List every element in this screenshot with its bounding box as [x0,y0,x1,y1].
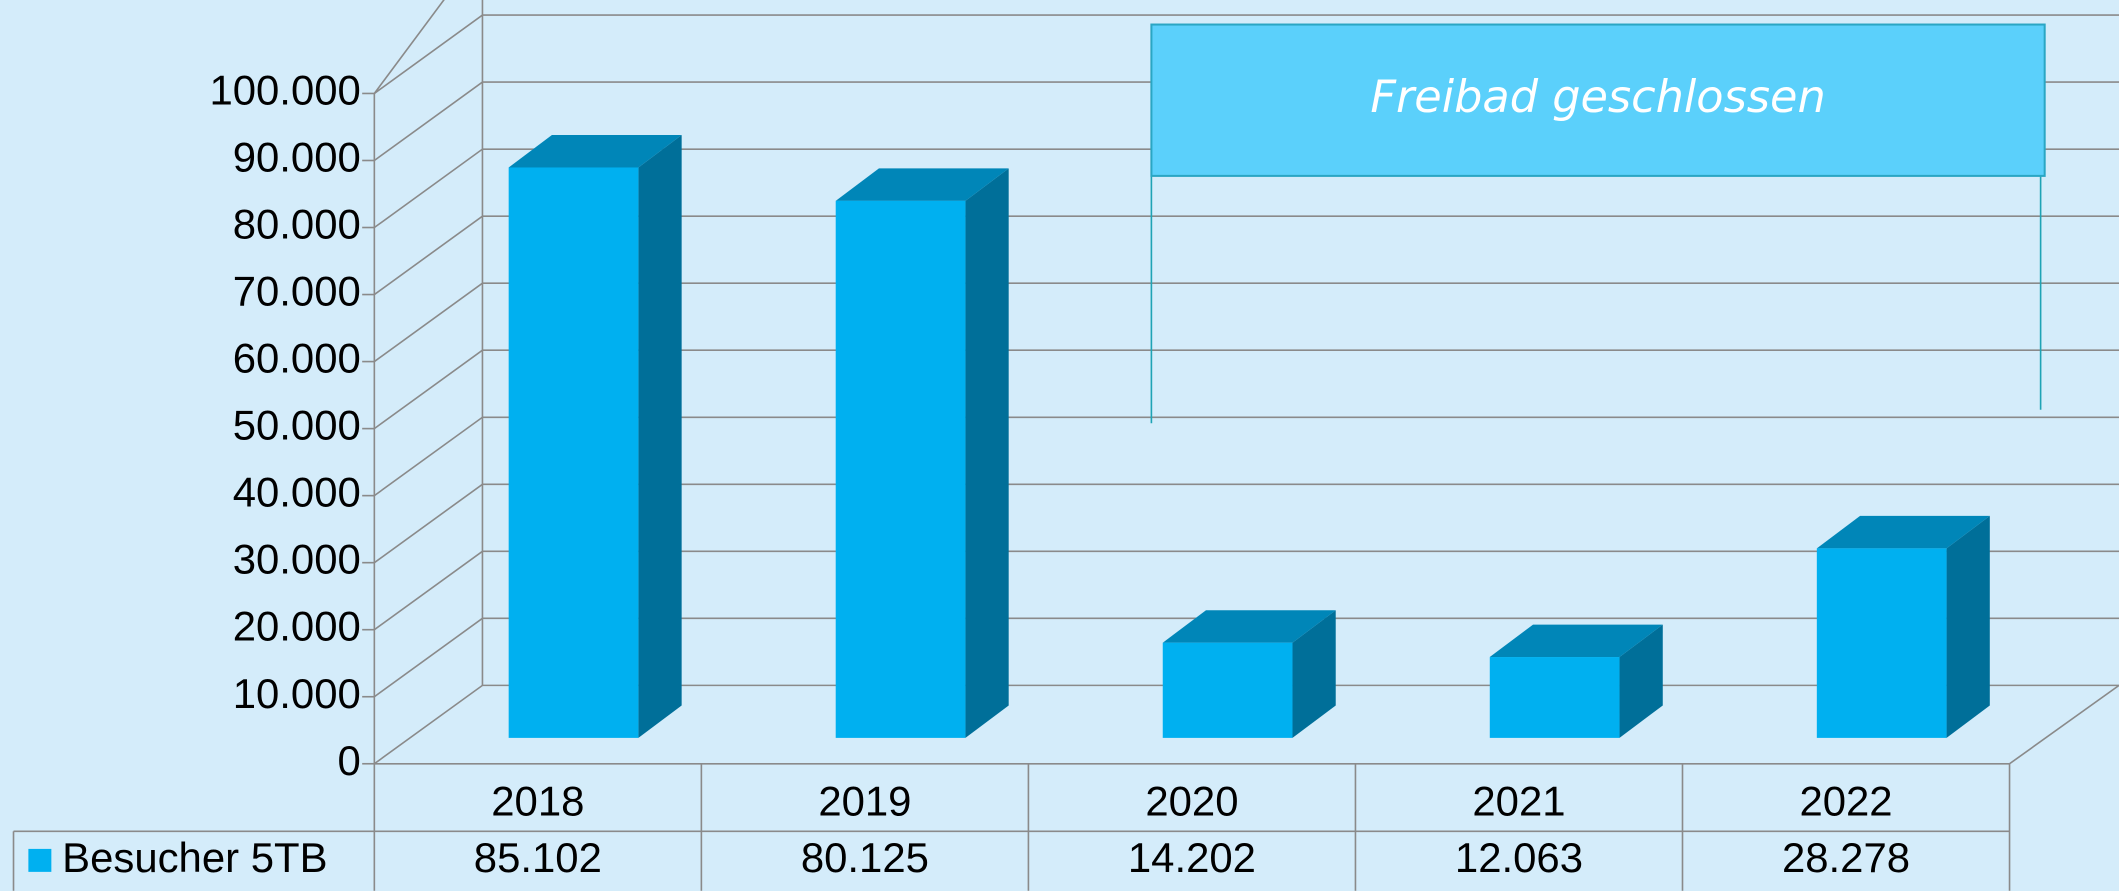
y-tick-label: 60.000 [233,335,361,382]
bar-side [638,135,682,738]
bar [1162,610,1336,738]
grid-line [373,349,2119,430]
y-tick-label: 10.000 [233,670,361,717]
bar [835,168,1009,738]
grid-line [373,483,2119,564]
y-tick-label: 40.000 [233,469,361,516]
wall-edge [373,0,445,94]
x-tick-label: 2021 [1472,777,1565,824]
bar-side [965,168,1009,738]
grid-line [373,617,2119,698]
bar-top [1162,610,1336,643]
value-label: 14.202 [1128,834,1256,881]
y-tick-label: 30.000 [233,536,361,583]
bar-front [508,167,639,738]
bar-front [1489,657,1620,738]
bar [1816,515,1990,738]
bar-front [1162,642,1293,738]
grid-line [373,550,2119,631]
bar-side [1292,610,1336,738]
value-label: 12.063 [1455,834,1583,881]
legend-swatch [28,848,52,872]
y-tick-label: 50.000 [233,402,361,449]
y-tick-label: 80.000 [233,201,361,248]
bar-side [1946,515,1990,738]
y-tick-label: 100.000 [209,67,360,114]
floor-edge [2009,684,2119,765]
bar-top [508,135,682,168]
value-label: 85.102 [474,834,602,881]
grid-line [373,416,2119,497]
grid-line [373,215,2119,296]
value-label: 28.278 [1782,834,1910,881]
y-tick-label: 0 [338,737,361,784]
x-tick-label: 2018 [491,777,584,824]
bar-top [835,168,1009,201]
bar-front [835,200,966,738]
value-label: 80.125 [801,834,929,881]
y-tick-label: 70.000 [233,268,361,315]
grid-line [373,14,2119,95]
x-tick-label: 2019 [818,777,911,824]
annotation-text: Freibad geschlossen [1370,71,1825,123]
x-tick-label: 2022 [1799,777,1892,824]
bar-side [1619,624,1663,738]
bar-top [1489,624,1663,658]
bar [1489,624,1663,738]
y-tick-label: 90.000 [233,134,361,181]
annotation-box [1150,23,2046,177]
grid-line [373,282,2119,363]
bar-top [1816,515,1990,549]
bar-front [1816,548,1947,738]
legend-label: Besucher 5TB [62,834,327,881]
bar [508,135,682,738]
x-tick-label: 2020 [1145,777,1238,824]
y-tick-label: 20.000 [233,603,361,650]
